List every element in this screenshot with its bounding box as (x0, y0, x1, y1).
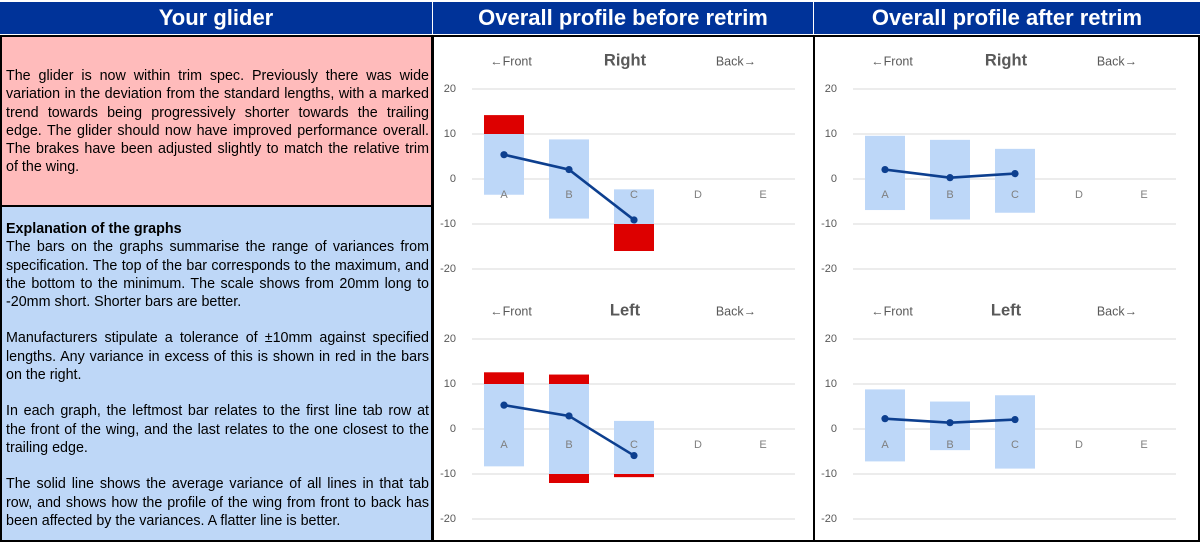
excess-bar-bottom (614, 474, 654, 478)
explanation-title-paragraph: Explanation of the graphs (6, 220, 429, 238)
chart-title: Right (985, 51, 1028, 69)
summary-text: The glider is now within trim spec. Prev… (6, 68, 429, 176)
chart-title: Right (604, 51, 647, 69)
category-label: A (881, 439, 889, 451)
excess-bar-top (549, 374, 589, 384)
y-tick-label: 10 (444, 128, 456, 140)
range-bar (484, 384, 524, 467)
category-label: C (630, 439, 638, 451)
y-tick-label: 0 (450, 423, 456, 435)
category-label: D (694, 189, 702, 201)
category-label: E (759, 439, 766, 451)
y-tick-label: -10 (440, 468, 456, 480)
excess-bar-bottom (614, 224, 654, 251)
average-point (565, 412, 573, 420)
excess-bar-top (484, 372, 524, 384)
chart-panel-after: ←Front Right Back→ 20 10 0 -10 -20 A B C D E ←Front L… (813, 35, 1200, 542)
average-point (565, 165, 573, 174)
average-point (946, 174, 954, 182)
explanation-paragraph-1: The bars on the graphs summarise the ran… (6, 239, 429, 311)
average-point (630, 216, 638, 224)
range-bar (484, 134, 524, 195)
range-bar (995, 395, 1035, 469)
chart-title: Left (610, 301, 641, 319)
chart-before-left: ←Front Left Back→ 20 10 0 -10 -20 A B C D E (440, 301, 795, 525)
y-tick-label: 20 (825, 333, 837, 345)
explanation-paragraph-3: In each graph, the leftmost bar relates … (6, 403, 429, 456)
range-bar (549, 384, 589, 474)
average-point (881, 165, 889, 174)
chart-after-right: ←Front Right Back→ 20 10 0 -10 -20 A B C D E (821, 51, 1176, 275)
range-bar (995, 148, 1035, 213)
average-point (1011, 170, 1019, 178)
y-tick-label: -10 (821, 218, 837, 230)
category-label: E (759, 189, 766, 201)
category-label: A (500, 439, 508, 451)
header-your-glider: Your glider (0, 2, 432, 34)
y-tick-label: 20 (825, 83, 837, 95)
y-tick-label: -10 (440, 218, 456, 230)
explanation-paragraph-2: Manufacturers stipulate a tolerance of ±… (6, 330, 429, 384)
category-label: E (1140, 189, 1147, 201)
category-label: D (1075, 189, 1083, 201)
average-point (881, 415, 889, 423)
average-point (500, 151, 508, 159)
category-label: C (1011, 189, 1019, 201)
y-tick-label: 0 (831, 423, 837, 435)
back-label: Back→ (716, 304, 756, 318)
y-tick-label: -20 (821, 263, 837, 275)
front-label: ←Front (871, 304, 913, 318)
y-tick-label: 0 (831, 173, 837, 185)
y-tick-label: 10 (825, 128, 837, 140)
average-point (630, 451, 638, 460)
y-tick-label: -20 (440, 513, 456, 525)
y-tick-label: 20 (444, 333, 456, 345)
excess-bar-bottom (549, 474, 589, 483)
category-label: B (946, 189, 953, 201)
category-label: C (630, 189, 638, 201)
chart-before-right: ←Front Right Back→ 20 10 0 -10 -20 A B C D E (440, 51, 795, 275)
y-tick-label: 20 (444, 83, 456, 95)
back-label: Back→ (1097, 304, 1137, 318)
category-label: A (500, 189, 508, 201)
chart-after-left: ←Front Left Back→ 20 10 0 -10 -20 A B C D E (821, 301, 1176, 525)
category-label: B (565, 439, 572, 451)
y-tick-label: 10 (825, 378, 837, 390)
range-bar (865, 389, 905, 462)
category-label: B (565, 189, 572, 201)
y-tick-label: -20 (440, 263, 456, 275)
y-tick-label: -10 (821, 468, 837, 480)
category-label: D (1075, 439, 1083, 451)
category-label: B (946, 439, 953, 451)
y-tick-label: -20 (821, 513, 837, 525)
y-tick-label: 10 (444, 378, 456, 390)
y-tick-label: 0 (450, 173, 456, 185)
category-label: A (881, 189, 889, 201)
category-label: E (1140, 439, 1147, 451)
header-before-retrim: Overall profile before retrim (433, 2, 813, 34)
back-label: Back→ (1097, 54, 1137, 68)
average-point (500, 401, 508, 409)
average-point (1011, 415, 1019, 424)
category-label: D (694, 439, 702, 451)
chart-panel-before: ←Front Right Back→ 20 10 0 -10 -20 A B C D E ←Front L… (432, 35, 815, 542)
front-label: ←Front (490, 304, 532, 318)
average-point (946, 419, 954, 427)
category-label: C (1011, 439, 1019, 451)
chart-title: Left (991, 301, 1022, 319)
front-label: ←Front (490, 54, 532, 68)
back-label: Back→ (716, 54, 756, 68)
explanation-title: Explanation of the graphs (6, 221, 182, 237)
explanation-paragraph-4: The solid line shows the average varianc… (6, 476, 429, 529)
front-label: ←Front (871, 54, 913, 68)
explanation-panel: Explanation of the graphs The bars on th… (0, 205, 433, 542)
header-after-retrim: Overall profile after retrim (814, 2, 1200, 34)
excess-bar-top (484, 115, 524, 134)
summary-panel: The glider is now within trim spec. Prev… (0, 35, 433, 207)
